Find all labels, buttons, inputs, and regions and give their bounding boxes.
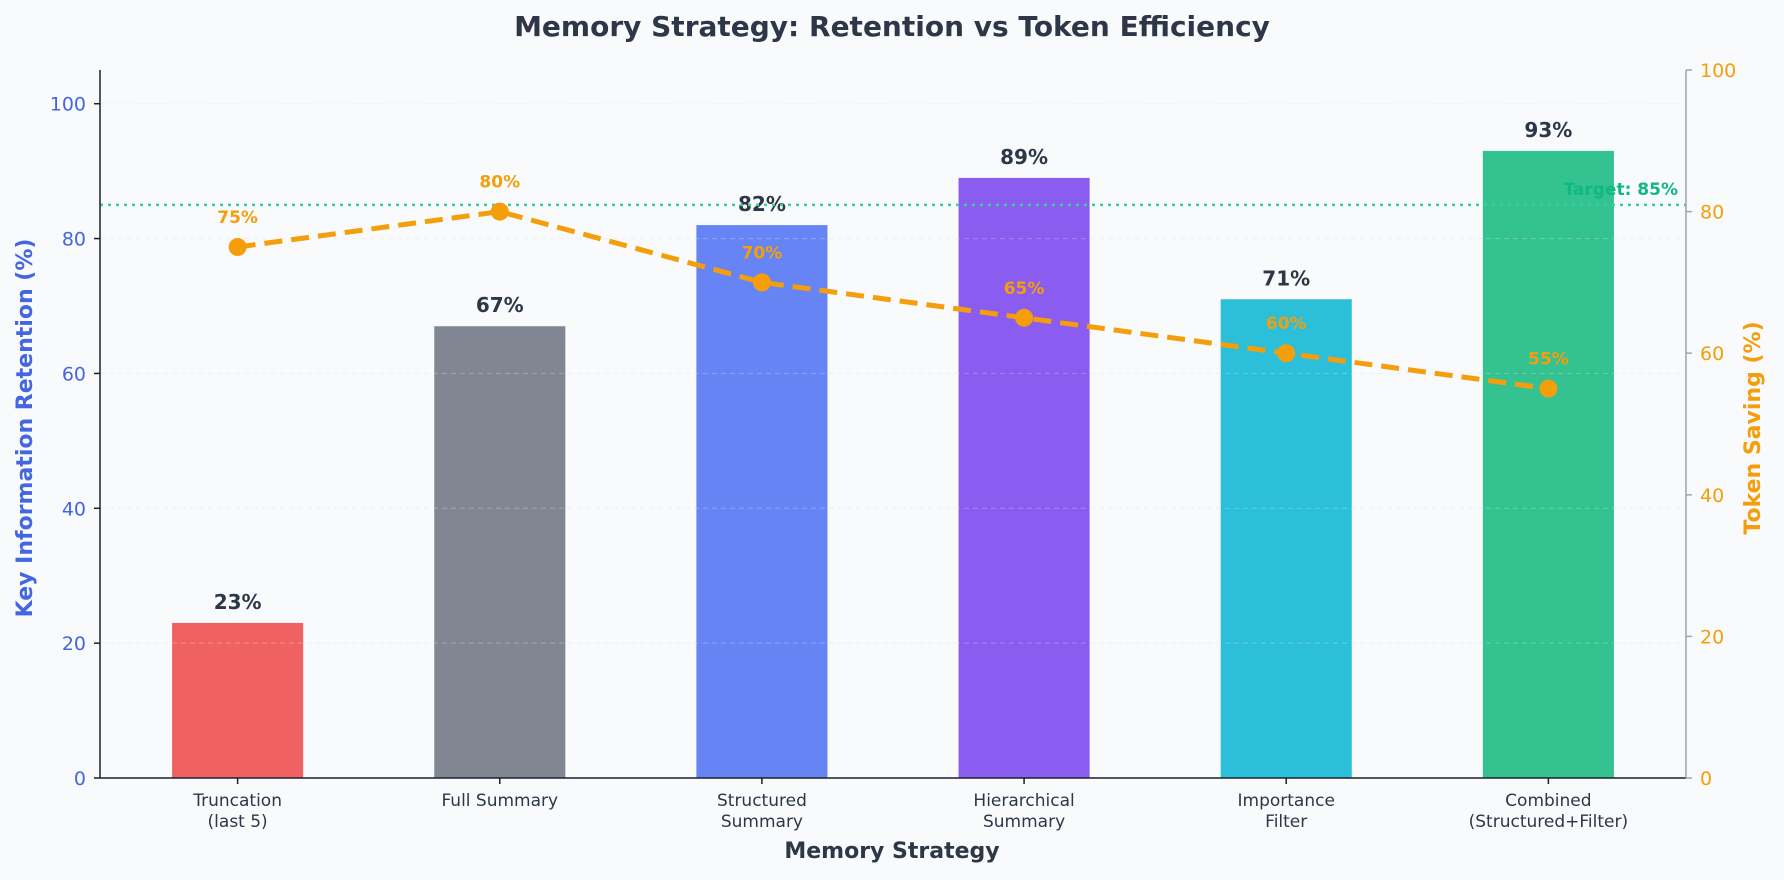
x-tick-label-line: (Structured+Filter) <box>1469 812 1628 832</box>
axes-layer: 0 20 40 60 80 100 0 20 40 60 80 100 Truncation (last … <box>50 60 1737 832</box>
bar <box>434 326 566 778</box>
bar <box>1482 150 1614 778</box>
x-tick-label-line: Hierarchical <box>973 791 1074 811</box>
bar-value-label: 71% <box>1262 266 1310 290</box>
x-tick-label: Importance Filter <box>1238 791 1335 832</box>
token-saving-point <box>490 202 509 221</box>
grid-layer <box>100 103 1686 644</box>
x-tick-label-line: Filter <box>1265 812 1307 832</box>
x-tick-label: Structured Summary <box>717 791 807 832</box>
x-tick-label-line: Summary <box>983 812 1065 832</box>
y-tick-label-left: 80 <box>62 229 86 251</box>
x-tick-label: Truncation (last 5) <box>192 791 282 832</box>
target-layer: Target: 85% <box>100 180 1686 207</box>
x-tick-label: Combined (Structured+Filter) <box>1469 791 1628 832</box>
bar-value-label: 89% <box>1000 145 1048 169</box>
token-saving-point <box>1539 379 1558 398</box>
y-tick-label-left: 20 <box>62 633 86 655</box>
y-tick-label-left: 60 <box>62 363 86 385</box>
token-saving-point <box>1277 344 1296 363</box>
y-tick-label-right: 20 <box>1700 626 1724 648</box>
x-tick-label-line: Importance <box>1238 791 1335 811</box>
y-axis-title-right: Token Saving (%) <box>1741 321 1766 534</box>
y-tick-label-right: 40 <box>1700 485 1724 507</box>
y-tick-label-right: 0 <box>1700 768 1712 790</box>
token-saving-point <box>1015 308 1034 327</box>
bar <box>696 225 828 779</box>
y-tick-label-right: 100 <box>1700 60 1736 82</box>
token-saving-point <box>228 238 247 256</box>
x-tick-label-line: Structured <box>717 791 807 811</box>
y-axis-title-left: Key Information Retention (%) <box>13 239 38 618</box>
bar-value-label: 82% <box>738 192 786 216</box>
token-saving-label: 80% <box>479 173 520 193</box>
line-layer: 75% 80% 70% 65% 60% 55% <box>217 173 1569 398</box>
bar <box>958 177 1090 778</box>
bar <box>1220 299 1352 778</box>
bar-value-label: 67% <box>476 293 524 317</box>
token-saving-label: 55% <box>1528 350 1569 370</box>
x-tick-label-line: Combined <box>1505 791 1591 811</box>
y-tick-label-left: 0 <box>74 768 86 790</box>
token-saving-point <box>752 273 771 292</box>
x-axis-title: Memory Strategy <box>784 839 999 864</box>
bar-value-label: 23% <box>214 590 262 614</box>
x-tick-label: Hierarchical Summary <box>973 791 1074 832</box>
token-saving-label: 75% <box>217 208 258 228</box>
y-tick-label-left: 100 <box>50 94 86 116</box>
chart-title: Memory Strategy: Retention vs Token Effi… <box>514 10 1270 43</box>
token-saving-label: 65% <box>1004 279 1045 299</box>
x-tick-label: Full Summary <box>441 791 558 811</box>
token-saving-line <box>237 209 1549 392</box>
x-tick-label-line: Full Summary <box>441 791 558 811</box>
y-tick-label-right: 60 <box>1700 343 1724 365</box>
y-tick-label-right: 80 <box>1700 202 1724 224</box>
x-tick-label-line: Summary <box>721 812 803 832</box>
token-saving-label: 60% <box>1266 314 1307 334</box>
target-label: Target: 85% <box>1564 180 1679 200</box>
x-tick-label-line: Truncation <box>192 791 282 811</box>
token-saving-label: 70% <box>742 243 783 263</box>
bars-layer: 23% 67% 82% 89% 71% 93% <box>100 103 1686 779</box>
bar <box>172 622 304 778</box>
x-tick-label-line: (last 5) <box>208 812 268 832</box>
bar-value-label: 93% <box>1524 118 1572 142</box>
y-tick-label-left: 40 <box>62 498 86 520</box>
